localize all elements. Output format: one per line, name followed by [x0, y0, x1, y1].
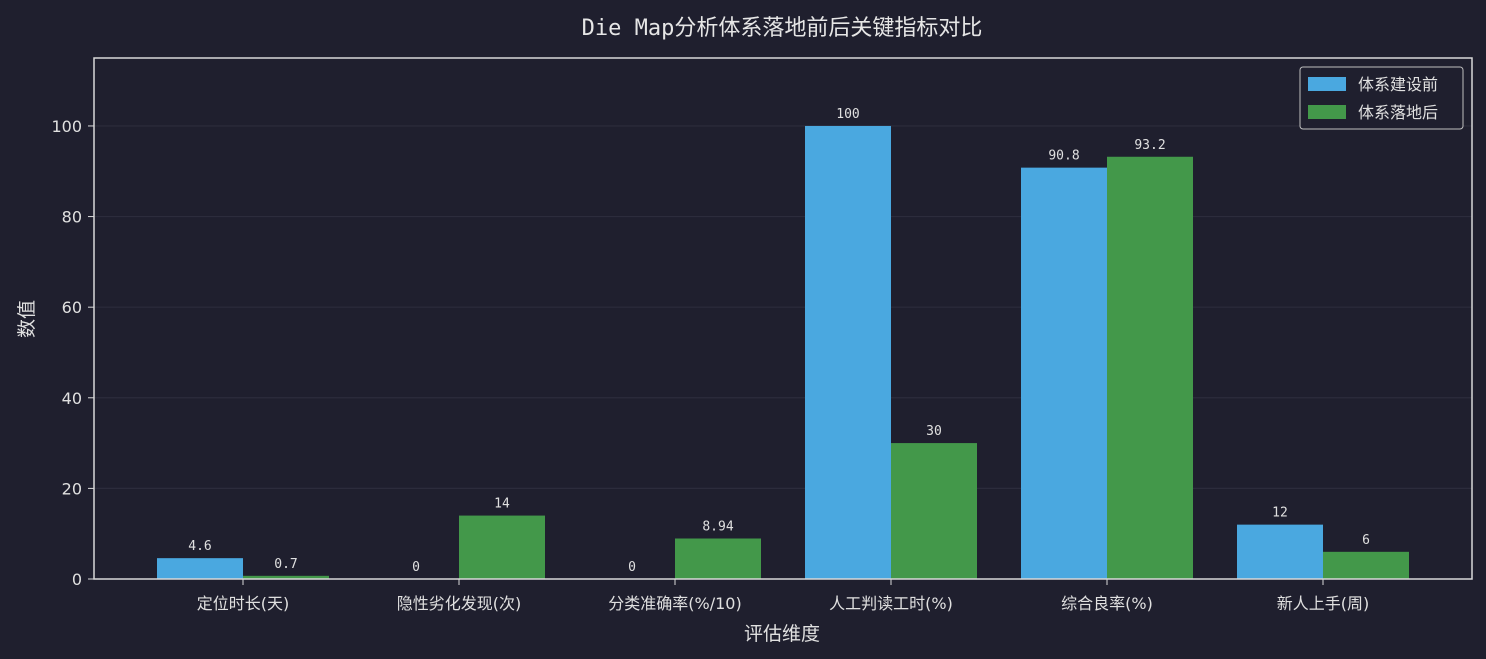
y-tick-label: 80 — [62, 208, 82, 227]
x-tick-label: 定位时长(天) — [197, 594, 290, 613]
bar-after — [1323, 551, 1409, 579]
y-tick-label: 100 — [51, 117, 82, 136]
legend-label-after: 体系落地后 — [1358, 103, 1438, 122]
data-label: 8.94 — [702, 519, 733, 534]
legend-swatch-before — [1308, 77, 1346, 91]
y-tick-label: 40 — [62, 389, 82, 408]
y-axis-label: 数值 — [16, 300, 38, 338]
data-label: 93.2 — [1134, 138, 1165, 153]
bar-after — [891, 443, 977, 579]
data-label: 0 — [412, 560, 420, 575]
x-tick-label: 新人上手(周) — [1277, 594, 1370, 613]
data-label: 4.6 — [188, 539, 211, 554]
bar-before — [1021, 167, 1107, 579]
data-label: 0 — [628, 560, 636, 575]
bar-after — [675, 538, 761, 579]
plot-frame — [93, 57, 1473, 580]
y-tick-label: 0 — [72, 570, 82, 589]
x-axis-label: 评估维度 — [744, 623, 820, 645]
bars — [157, 125, 1409, 580]
bar-before — [157, 558, 243, 579]
x-tick-label: 隐性劣化发现(次) — [397, 594, 522, 613]
bar-before — [805, 125, 891, 580]
data-label: 6 — [1362, 533, 1370, 548]
data-label: 14 — [494, 497, 510, 512]
chart-title: Die Map分析体系落地前后关键指标对比 — [582, 16, 983, 41]
legend-swatch-after — [1308, 105, 1346, 119]
x-tick-label: 综合良率(%) — [1061, 594, 1153, 613]
legend: 体系建设前 体系落地后 — [1299, 66, 1464, 130]
data-label: 12 — [1272, 506, 1288, 521]
x-tick-label: 分类准确率(%/10) — [608, 594, 741, 613]
bar-after — [243, 575, 329, 579]
data-label: 100 — [836, 107, 859, 122]
data-label: 90.8 — [1048, 149, 1079, 164]
bar-after — [459, 515, 545, 579]
bar-before — [1237, 524, 1323, 579]
grid-lines — [94, 125, 1472, 489]
y-tick-label: 20 — [62, 479, 82, 498]
x-tick-label: 人工判读工时(%) — [829, 594, 953, 613]
legend-label-before: 体系建设前 — [1358, 75, 1438, 94]
data-label: 30 — [926, 424, 942, 439]
bar-after — [1107, 156, 1193, 579]
data-label: 0.7 — [274, 557, 297, 572]
data-labels: 4.6 0.7 0 14 0 8.94 100 30 90.8 93.2 12 6 — [188, 107, 1370, 575]
y-tick-label: 60 — [62, 298, 82, 317]
